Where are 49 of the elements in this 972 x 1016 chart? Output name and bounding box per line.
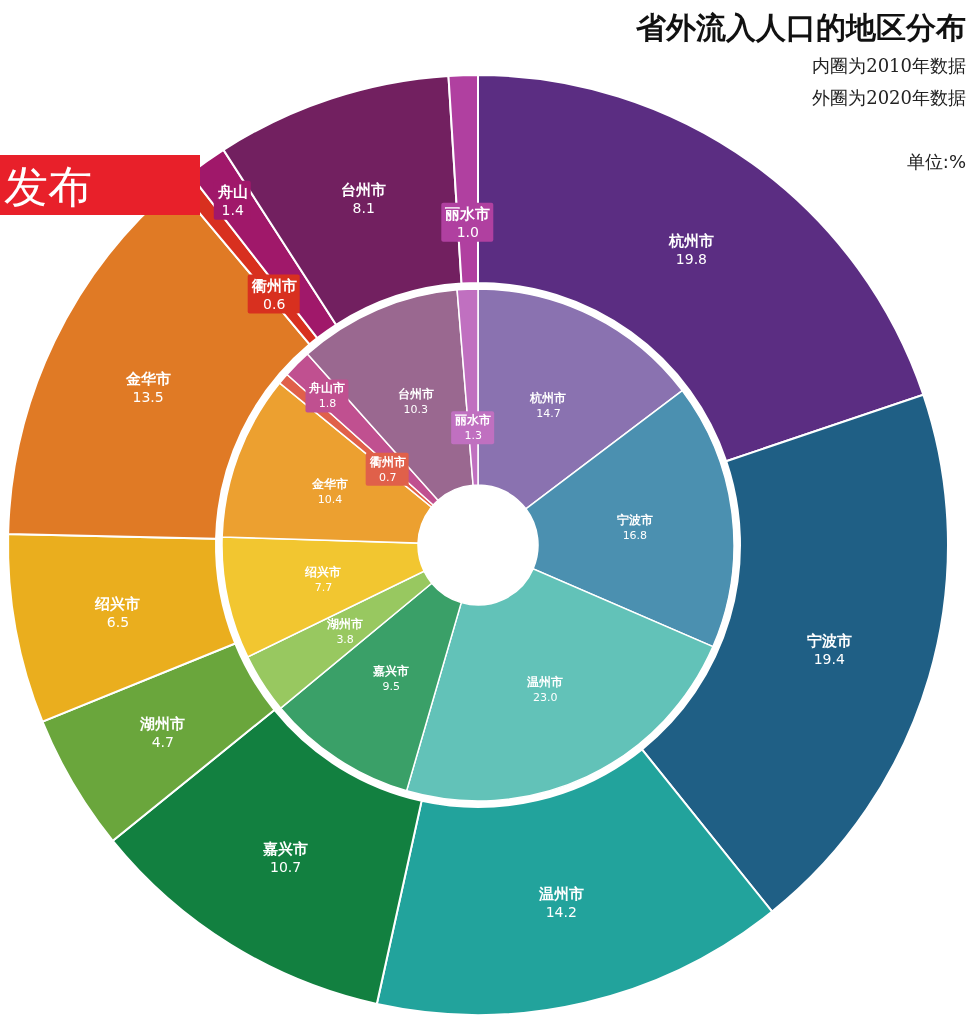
data-label: 10.3 (403, 402, 428, 416)
slice-label: 丽水市 (454, 413, 492, 428)
slice-label: 衢州市 (368, 454, 406, 469)
data-label: 1.0 (456, 223, 479, 240)
slice-label: 台州市 (341, 181, 387, 200)
slice-label: 湖州市 (326, 617, 364, 632)
data-label: 1.4 (221, 201, 244, 218)
slice-label: 金华市 (124, 370, 171, 389)
slice-label: 温州市 (537, 885, 584, 904)
slice-label: 舟山市 (308, 381, 346, 396)
slice-label: 衢州市 (250, 276, 297, 295)
slice-label: 嘉兴市 (373, 664, 410, 679)
slice-label: 杭州市 (667, 231, 714, 250)
chart-title: 省外流入人口的地区分布 (635, 10, 966, 45)
slice-label: 杭州市 (529, 390, 567, 405)
slice-label: 绍兴市 (94, 594, 141, 613)
data-label: 0.7 (378, 470, 397, 484)
data-label: 10.4 (317, 492, 343, 506)
text: 发布 (4, 161, 92, 212)
slice-label: 丽水市 (444, 204, 491, 223)
data-label: 0.6 (263, 295, 286, 312)
data-label: 23.0 (533, 690, 558, 704)
data-label: 13.5 (132, 389, 164, 406)
data-label: 1.8 (318, 397, 337, 411)
slice-label: 宁波市 (806, 631, 852, 650)
data-label: 19.8 (675, 250, 708, 267)
slice-label: 湖州市 (139, 714, 186, 733)
slice-label: 绍兴市 (304, 565, 342, 580)
slice-label: 台州市 (397, 386, 434, 401)
data-label: 4.7 (151, 733, 174, 750)
text: 外圈为2020年数据 (812, 87, 966, 108)
data-label: 10.7 (270, 859, 302, 876)
data-label: 14.2 (545, 904, 577, 921)
text: 内圈为2010年数据 (812, 55, 966, 76)
slice-label: 嘉兴市 (263, 840, 309, 859)
data-label: 16.8 (622, 529, 648, 543)
slice-label: 舟山 (216, 182, 248, 201)
data-label: 6.5 (106, 613, 130, 630)
data-label: 14.7 (536, 406, 561, 420)
slice-label: 宁波市 (616, 513, 653, 528)
text: 单位:% (906, 151, 966, 172)
data-label: 7.7 (314, 581, 333, 595)
data-label: 3.8 (336, 633, 354, 647)
slice-label: 金华市 (311, 476, 349, 491)
data-label: 19.4 (813, 650, 845, 667)
data-label: 8.1 (352, 200, 375, 217)
data-label: 1.3 (464, 429, 482, 443)
data-label: 9.5 (382, 680, 400, 694)
slice-label: 温州市 (526, 674, 564, 689)
